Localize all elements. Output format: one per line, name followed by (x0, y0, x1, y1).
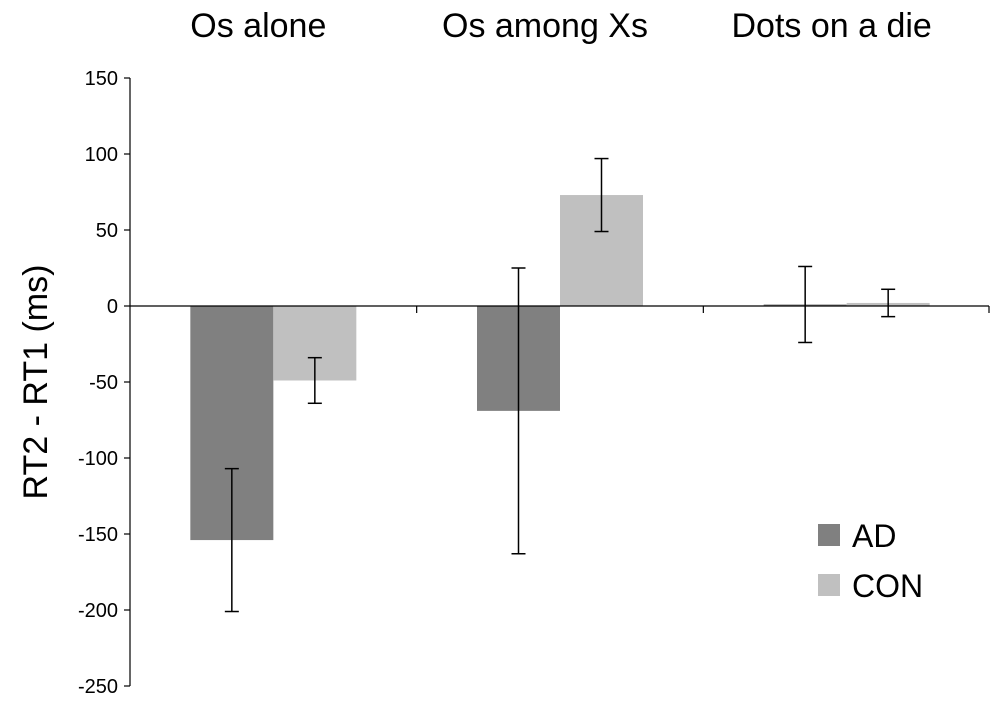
category-title: Dots on a die (731, 7, 931, 45)
category-title: Os among Xs (442, 7, 648, 45)
legend: AD CON (818, 518, 923, 604)
zero-axis (130, 305, 990, 313)
y-tick-label: 50 (96, 220, 118, 242)
legend-swatch-con (818, 574, 840, 596)
y-tick-label: 150 (85, 68, 118, 90)
error-bars (224, 157, 896, 613)
legend-label-ad: AD (852, 518, 896, 554)
bars (190, 195, 930, 541)
y-tick-label: -200 (78, 600, 118, 622)
y-tick-label: 100 (85, 144, 118, 166)
category-titles: Os alone Os among Xs Dots on a die (190, 7, 932, 45)
y-tick-label: -50 (89, 372, 118, 394)
y-tick-label: -250 (78, 676, 118, 698)
legend-label-con: CON (852, 568, 923, 604)
legend-swatch-ad (818, 524, 840, 546)
y-tick-label: 0 (107, 296, 118, 318)
y-tick-label: -150 (78, 524, 118, 546)
y-axis: 150 100 50 0 -50 -100 -150 -200 -250 (78, 68, 131, 698)
y-tick-label: -100 (78, 448, 118, 470)
category-title: Os alone (190, 7, 326, 45)
y-axis-label: RT2 - RT1 (ms) (17, 265, 55, 500)
